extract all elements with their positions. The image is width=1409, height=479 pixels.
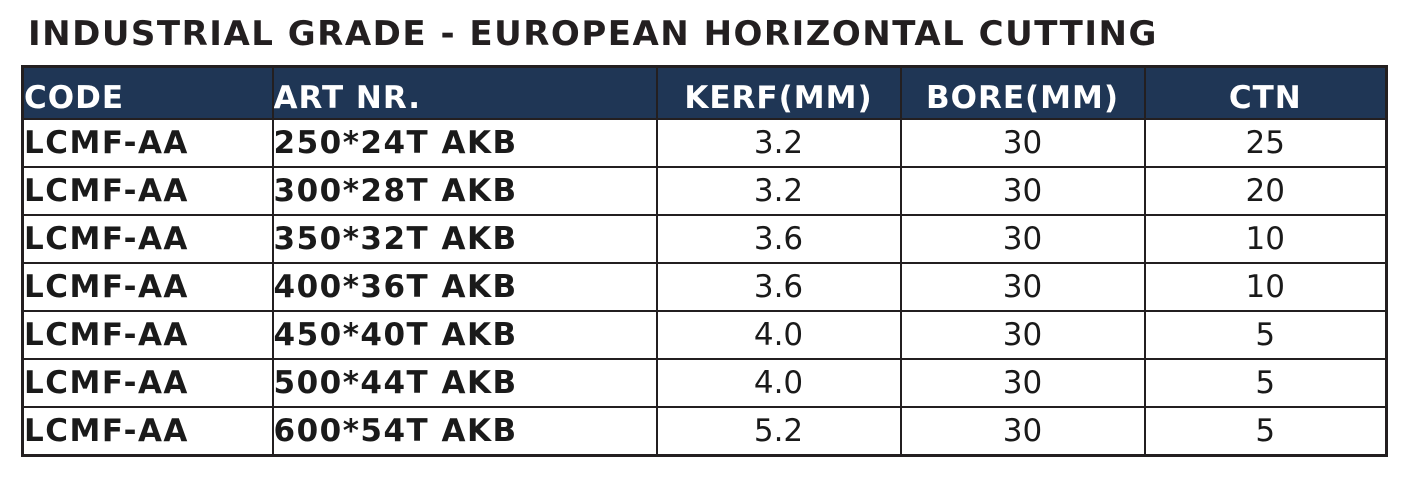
cell-art-nr: 500*44T AKB: [271, 358, 658, 408]
cell-code: LCMF-AA: [21, 166, 274, 216]
cell-bore: 30: [899, 310, 1146, 360]
table-row: LCMF-AA 500*44T AKB 4.0 30 5: [21, 358, 1388, 408]
cell-code: LCMF-AA: [21, 406, 274, 457]
cell-code: LCMF-AA: [21, 358, 274, 408]
cell-bore: 30: [899, 406, 1146, 457]
cell-bore: 30: [899, 358, 1146, 408]
cell-bore: 30: [899, 262, 1146, 312]
cell-code: LCMF-AA: [21, 310, 274, 360]
table-row: LCMF-AA 350*32T AKB 3.6 30 10: [21, 214, 1388, 264]
cell-code: LCMF-AA: [21, 262, 274, 312]
cell-kerf: 3.2: [655, 118, 902, 168]
cell-art-nr: 300*28T AKB: [271, 166, 658, 216]
header-code: CODE: [21, 65, 274, 120]
cell-kerf: 4.0: [655, 358, 902, 408]
table-row: LCMF-AA 600*54T AKB 5.2 30 5: [21, 406, 1388, 457]
cell-ctn: 5: [1143, 310, 1388, 360]
cell-kerf: 3.2: [655, 166, 902, 216]
cell-ctn: 20: [1143, 166, 1388, 216]
cell-kerf: 4.0: [655, 310, 902, 360]
cell-art-nr: 600*54T AKB: [271, 406, 658, 457]
cell-bore: 30: [899, 214, 1146, 264]
header-kerf: KERF(MM): [655, 65, 902, 120]
cell-kerf: 3.6: [655, 262, 902, 312]
cell-kerf: 5.2: [655, 406, 902, 457]
table-row: LCMF-AA 300*28T AKB 3.2 30 20: [21, 166, 1388, 216]
cell-art-nr: 250*24T AKB: [271, 118, 658, 168]
cell-ctn: 10: [1143, 214, 1388, 264]
cell-bore: 30: [899, 118, 1146, 168]
table-row: LCMF-AA 400*36T AKB 3.6 30 10: [21, 262, 1388, 312]
cell-code: LCMF-AA: [21, 118, 274, 168]
cell-kerf: 3.6: [655, 214, 902, 264]
table-row: LCMF-AA 250*24T AKB 3.2 30 25: [21, 118, 1388, 168]
cell-ctn: 25: [1143, 118, 1388, 168]
cell-ctn: 5: [1143, 406, 1388, 457]
page-title: INDUSTRIAL GRADE - EUROPEAN HORIZONTAL C…: [28, 14, 1158, 54]
header-ctn: CTN: [1143, 65, 1388, 120]
header-art-nr: ART NR.: [271, 65, 658, 120]
header-bore: BORE(MM): [899, 65, 1146, 120]
cell-art-nr: 400*36T AKB: [271, 262, 658, 312]
cell-code: LCMF-AA: [21, 214, 274, 264]
cell-ctn: 10: [1143, 262, 1388, 312]
product-spec-table: CODE ART NR. KERF(MM) BORE(MM) CTN LCMF-…: [21, 65, 1388, 457]
cell-art-nr: 450*40T AKB: [271, 310, 658, 360]
table-row: LCMF-AA 450*40T AKB 4.0 30 5: [21, 310, 1388, 360]
table-header-row: CODE ART NR. KERF(MM) BORE(MM) CTN: [21, 65, 1388, 120]
cell-art-nr: 350*32T AKB: [271, 214, 658, 264]
cell-ctn: 5: [1143, 358, 1388, 408]
cell-bore: 30: [899, 166, 1146, 216]
